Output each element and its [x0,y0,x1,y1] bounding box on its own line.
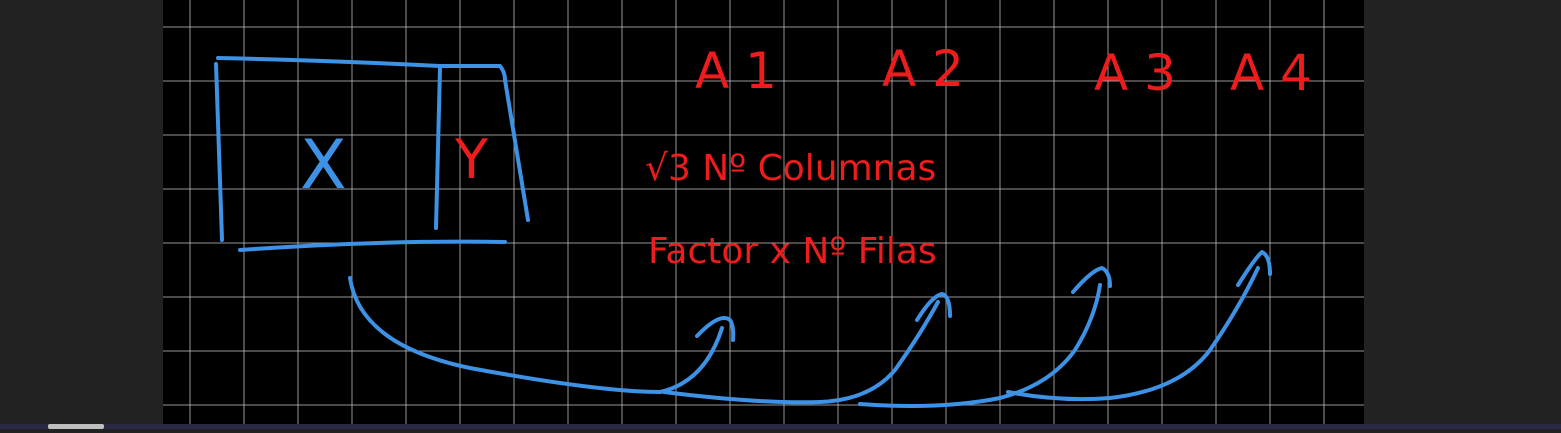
arrow-a2-to-a3 [858,283,1102,408]
note-columns: √3 Nº Columnas [645,148,936,189]
box-left-stroke [214,62,224,242]
arrow-head-a4 [1236,250,1272,287]
column-label-a1: A 1 [695,42,777,100]
box-outline-stroke [216,56,530,222]
box-label-y: Y [454,128,489,191]
box-divider-stroke [434,66,442,230]
bottom-toolbar-strip [0,424,1561,429]
arrow-head-a3 [1071,266,1112,294]
note-rows: Factor x Nº Filas [648,231,937,272]
arrow-box-to-a1 [348,276,724,394]
scrollbar-thumb[interactable] [48,424,104,429]
grid-lines [163,0,1364,424]
arrows [348,250,1272,408]
split-box [214,56,530,252]
column-label-a2: A 2 [882,40,964,98]
arrow-head-a1 [695,316,736,342]
board-background [163,0,1364,424]
box-label-x: X [300,126,347,205]
column-label-a3: A 3 [1094,44,1176,102]
column-label-a4: A 4 [1230,44,1312,102]
arrow-a1-to-a2 [662,300,940,405]
arrow-a3-to-a4 [1006,266,1260,402]
box-bottom-stroke [238,239,507,252]
arrow-head-a2 [915,292,952,322]
